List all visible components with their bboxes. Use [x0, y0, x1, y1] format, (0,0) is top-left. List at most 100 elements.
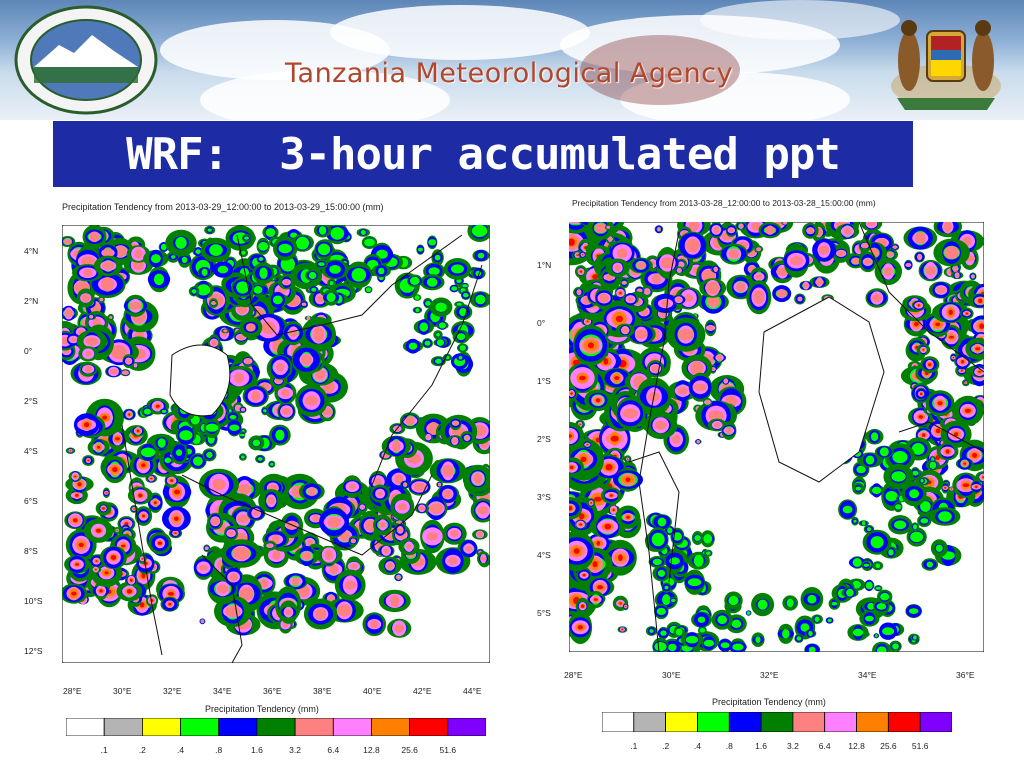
precip-cell	[344, 580, 356, 590]
precip-cell	[314, 608, 327, 620]
precip-cell	[275, 429, 285, 441]
precip-cell	[232, 547, 250, 560]
precip-cell	[595, 398, 601, 403]
precip-cell	[313, 326, 324, 342]
colorbar-level-label: 6.4	[327, 745, 340, 755]
precip-cell	[944, 246, 959, 260]
precip-cell	[403, 482, 408, 487]
precip-cell	[71, 337, 76, 342]
precip-cell	[621, 628, 624, 631]
precip-cell	[330, 227, 345, 240]
precip-cell	[329, 564, 339, 574]
precip-cell	[141, 463, 146, 468]
precip-cell	[952, 265, 959, 272]
precip-cell	[586, 444, 589, 446]
precip-cell	[852, 257, 860, 265]
precip-cell	[126, 358, 132, 364]
precip-cell	[268, 543, 272, 548]
precip-cell	[471, 225, 488, 237]
precip-cell	[245, 323, 256, 332]
precip-cell	[725, 427, 732, 434]
precip-cell	[708, 410, 724, 421]
precip-cell	[78, 542, 84, 548]
precip-cell	[282, 407, 291, 416]
precip-cell	[807, 227, 814, 234]
precip-cell	[236, 281, 250, 294]
precip-cell	[275, 378, 282, 384]
precip-cell	[594, 496, 602, 502]
colorbar-level-label: 1.6	[250, 745, 263, 755]
precip-cell	[452, 420, 459, 426]
precip-cell	[71, 591, 77, 596]
precip-cell	[592, 561, 598, 568]
precip-cell	[475, 294, 486, 305]
colorbar-swatch	[332, 718, 372, 736]
precip-cell	[625, 477, 631, 482]
lat-tick-label: 10°S	[24, 596, 43, 606]
precip-cell	[590, 502, 592, 504]
precip-cell	[253, 286, 263, 294]
precip-cell	[753, 290, 765, 305]
precip-cell	[337, 604, 352, 617]
precip-cell	[579, 375, 586, 381]
precip-cell	[596, 540, 601, 546]
precip-cell	[318, 262, 325, 266]
precip-cell	[410, 276, 420, 285]
precip-cell	[569, 238, 575, 246]
colorbar-swatch	[447, 718, 486, 736]
precip-cell	[351, 539, 356, 543]
precip-cell	[155, 404, 160, 408]
precip-cell	[418, 506, 426, 511]
precip-cell	[64, 309, 73, 318]
precip-cell	[413, 482, 426, 492]
precip-cell	[893, 245, 897, 249]
colorbar-swatch	[142, 718, 182, 736]
lon-tick-label: 32°E	[163, 686, 182, 696]
precip-cell	[318, 226, 327, 235]
precip-cell	[217, 584, 229, 594]
precip-cell	[244, 236, 249, 240]
precip-cell	[675, 297, 683, 303]
precip-cell	[102, 415, 108, 420]
precip-cell	[171, 255, 176, 259]
precip-cell	[836, 250, 846, 257]
precip-cell	[253, 510, 260, 516]
precip-cell	[325, 549, 333, 561]
precip-cell	[972, 452, 978, 458]
precip-cell	[301, 552, 312, 560]
precip-cell	[803, 283, 809, 288]
precip-cell	[394, 474, 404, 484]
slide-title-box	[53, 121, 913, 187]
precip-cell	[174, 532, 177, 534]
precip-cell	[75, 563, 79, 566]
precip-cell	[263, 409, 267, 413]
precip-cell	[111, 345, 128, 360]
precip-cell	[580, 456, 587, 462]
precip-cell	[621, 327, 629, 334]
precip-cell	[350, 563, 358, 569]
precip-cell	[818, 245, 830, 255]
precip-cell	[379, 521, 386, 528]
precip-cell	[438, 322, 446, 329]
precip-cell	[348, 483, 356, 490]
precip-cell	[597, 585, 604, 590]
precip-cell	[161, 409, 167, 413]
precip-cell	[351, 268, 367, 282]
precip-cell	[606, 226, 610, 229]
precip-cell	[308, 271, 317, 280]
precip-cell	[593, 598, 598, 601]
precip-cell	[790, 256, 803, 266]
precip-cell	[424, 340, 431, 346]
precip-cell	[312, 514, 319, 523]
precip-cell	[258, 257, 264, 261]
precip-cell	[97, 445, 100, 449]
precip-cell	[617, 248, 628, 258]
precip-cell	[577, 289, 581, 295]
precip-cell	[370, 619, 379, 629]
colorbar-swatch	[294, 718, 334, 736]
lat-tick-label: 6°S	[24, 496, 38, 506]
precip-cell	[456, 278, 462, 283]
precip-cell	[867, 222, 876, 226]
precip-cell	[477, 506, 489, 515]
precip-cell	[863, 258, 872, 265]
